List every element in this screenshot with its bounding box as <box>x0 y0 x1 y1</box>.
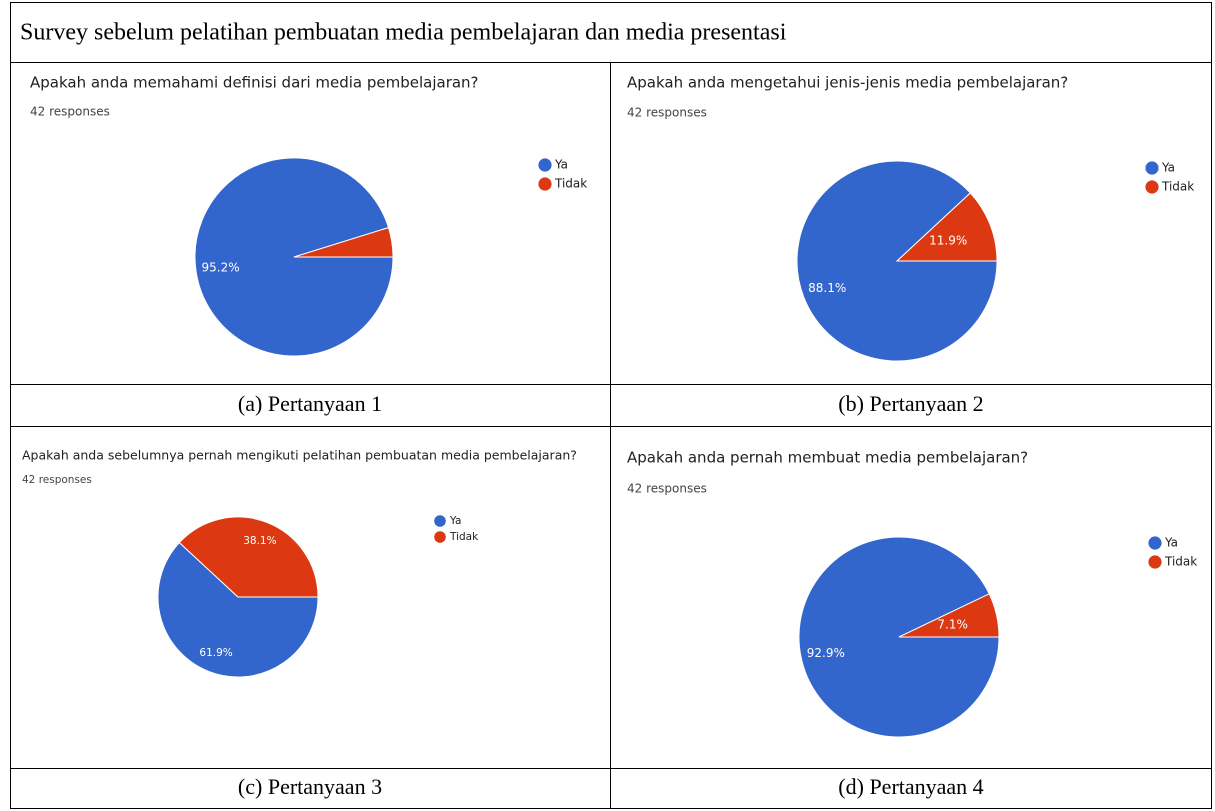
chart-subtitle: 42 responses <box>627 106 707 120</box>
caption: (a) Pertanyaan 1 <box>238 391 382 416</box>
legend-label: Ya <box>1164 536 1178 550</box>
slice-label: 92.9% <box>807 646 845 660</box>
pie-slice <box>157 541 319 678</box>
legend-label: Ya <box>1161 161 1175 175</box>
pie-slice <box>293 226 394 258</box>
slice-label: 11.9% <box>929 233 967 247</box>
legend-marker <box>1148 536 1162 550</box>
legend-marker <box>538 158 552 172</box>
legend-marker <box>434 515 446 527</box>
slice-label: 61.9% <box>199 647 232 659</box>
slice-label: 88.1% <box>808 281 846 295</box>
table-title: Survey sebelum pelatihan pembuatan media… <box>20 20 787 46</box>
chart-title: Apakah anda mengetahui jenis-jenis media… <box>627 74 1068 92</box>
legend-label: Ya <box>449 515 461 527</box>
legend-marker <box>1145 180 1159 194</box>
chart-title: Apakah anda pernah membuat media pembela… <box>627 449 1028 467</box>
legend-marker <box>1148 555 1162 569</box>
legend-label: Ya <box>554 158 568 172</box>
legend-label: Tidak <box>449 531 479 543</box>
legend-label: Tidak <box>1161 180 1194 194</box>
slice-label: 95.2% <box>202 261 240 275</box>
pie-slice <box>895 192 998 262</box>
legend-marker <box>1145 161 1159 175</box>
pie-slice <box>178 516 319 598</box>
slice-label: 38.1% <box>243 535 276 547</box>
caption: (b) Pertanyaan 2 <box>838 391 983 416</box>
chart-subtitle: 42 responses <box>30 105 110 119</box>
chart-title: Apakah anda memahami definisi dari media… <box>30 74 479 92</box>
chart-subtitle: 42 responses <box>22 474 92 486</box>
pie-slice <box>898 593 1000 638</box>
legend-marker <box>434 531 446 543</box>
legend-label: Tidak <box>1164 555 1197 569</box>
caption: (c) Pertanyaan 3 <box>238 774 382 799</box>
legend-marker <box>538 177 552 191</box>
caption: (d) Pertanyaan 4 <box>838 774 983 799</box>
slice-label: 7.1% <box>937 617 968 631</box>
chart-subtitle: 42 responses <box>627 482 707 496</box>
legend-label: Tidak <box>554 177 587 191</box>
chart-title: Apakah anda sebelumnya pernah mengikuti … <box>22 448 577 463</box>
